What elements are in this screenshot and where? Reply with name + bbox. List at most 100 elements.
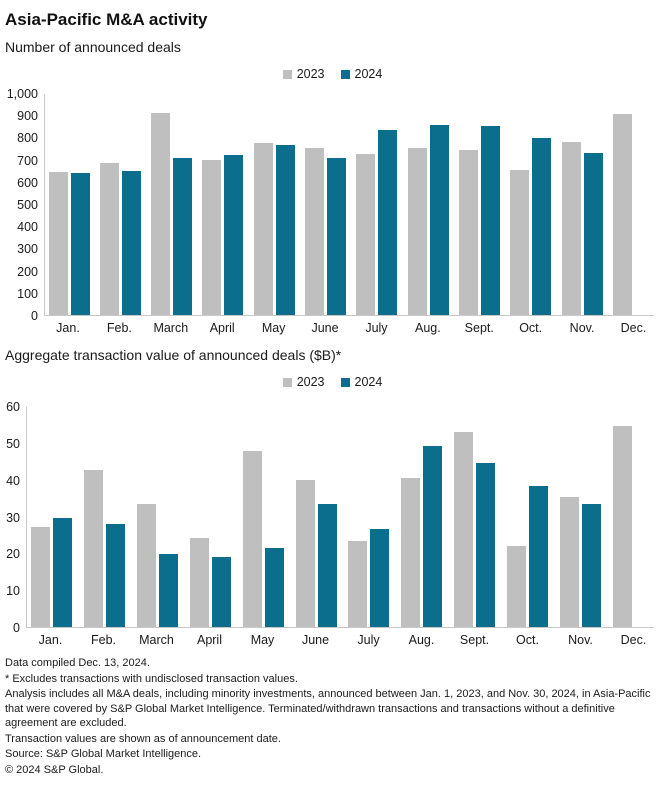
x-axis-label-jan: Jan. (56, 321, 80, 335)
bar-2024-oct (532, 138, 552, 316)
bar-group-march (151, 112, 193, 316)
bar-2024-march (158, 554, 178, 628)
bar-2024-feb (121, 170, 141, 316)
bar-2023-march (151, 112, 171, 316)
x-axis-label-june: June (301, 633, 330, 647)
bar-2024-july (370, 528, 390, 628)
deals-count-chart: 2023 2024 0 100 200 300 400 500 600 700 800 900 1,00… (5, 66, 660, 335)
bar-group-oct (507, 485, 549, 628)
x-axis-label-nov: Nov. (569, 321, 595, 335)
bar-2023-march (136, 503, 156, 628)
bar-2023-june (305, 148, 325, 316)
bar-2024-jan (53, 517, 72, 628)
y-axis-tick-label: 900 (17, 109, 38, 124)
bar-2023-oct (510, 169, 530, 316)
x-axis-labels: Jan. Feb. March April May June July Aug. Sept. Oc… (44, 321, 654, 335)
bar-2023-aug (407, 148, 427, 316)
x-axis-label-sept: Sept. (464, 321, 494, 335)
bar-2024-nov (582, 503, 602, 628)
bar-2024-jan (70, 172, 90, 316)
legend-swatch-2023 (282, 69, 292, 79)
bar-2023-april (189, 537, 209, 628)
x-axis-label-sept: Sept. (459, 633, 490, 647)
x-axis-label-march: March (139, 633, 174, 647)
bar-group-dec (612, 426, 654, 628)
legend: 2023 2024 (5, 66, 660, 82)
bar-2024-aug (429, 125, 449, 316)
bar-2024-april (224, 155, 244, 316)
chart2-title: Aggregate transaction value of announced… (5, 347, 342, 363)
bar-2024-sept (476, 463, 496, 628)
bar-group-july (356, 129, 398, 316)
legend-item-2023: 2023 (282, 375, 325, 389)
transaction-value-chart: 2023 2024 0 10 20 30 40 50 60 Jan. Feb. March April M… (5, 374, 660, 647)
bar-2023-aug (401, 477, 421, 628)
chart1-subtitle: Number of announced deals (5, 39, 181, 55)
bar-2024-aug (423, 446, 443, 628)
bar-group-may (253, 142, 295, 316)
bar-2023-sept (459, 149, 478, 316)
x-axis-label-may: May (250, 633, 275, 647)
y-axis-tick-label: 40 (6, 473, 20, 488)
x-axis-label-oct: Oct. (516, 633, 539, 647)
bar-group-feb (83, 470, 125, 628)
bar-group-june (305, 148, 347, 316)
x-axis-line (45, 315, 654, 316)
y-axis-tick-label: 50 (6, 436, 20, 451)
y-axis-tick-label: 500 (17, 198, 38, 212)
x-axis-label-feb: Feb. (106, 321, 132, 335)
bar-group-july (348, 528, 390, 628)
footnote-4: Transaction values are shown as of annou… (5, 732, 281, 745)
bar-2023-nov (560, 497, 580, 628)
bar-2024-oct (529, 485, 549, 628)
y-axis-tick-label: 60 (6, 400, 20, 414)
legend-swatch-2024 (340, 69, 350, 79)
legend-label-2023: 2023 (296, 375, 325, 389)
x-axis-label-dec: Dec. (620, 321, 647, 335)
y-axis-tick-label: 300 (17, 242, 38, 257)
x-axis-label-april: April (209, 321, 235, 335)
y-axis-tick-label: 1,000 (6, 87, 38, 101)
x-axis-label-june: June (311, 321, 339, 335)
bar-2023-feb (83, 470, 103, 628)
bar-2024-may (264, 548, 284, 628)
y-axis-tick-label: 700 (17, 153, 38, 168)
bar-group-oct (510, 138, 552, 316)
bar-group-nov (561, 141, 603, 316)
x-axis-label-aug: Aug. (408, 633, 435, 647)
bar-group-sept (454, 432, 496, 628)
bar-2023-dec (612, 426, 632, 628)
y-axis-tick-label: 800 (17, 131, 38, 146)
plot-area: 0 10 20 30 40 50 60 (6, 400, 654, 635)
bar-2023-dec (612, 114, 632, 316)
bar-2024-feb (105, 524, 125, 628)
bar-2023-feb (99, 162, 119, 316)
bar-2024-sept (481, 126, 500, 316)
bar-2023-june (295, 479, 315, 628)
bar-2024-july (378, 129, 398, 316)
bar-2023-jan (48, 171, 68, 316)
legend-item-2024: 2024 (340, 375, 382, 389)
y-axis-tick-label: 400 (17, 220, 38, 235)
bar-group-feb (99, 162, 141, 316)
x-axis-label-july: July (365, 321, 388, 335)
legend: 2023 2024 (5, 374, 660, 390)
x-axis-label-oct: Oct. (519, 321, 543, 335)
bar-group-april (202, 155, 244, 316)
x-axis-label-may: May (261, 321, 286, 335)
legend-swatch-2023 (282, 377, 292, 387)
bar-2023-jan (31, 526, 50, 628)
bars (27, 407, 654, 628)
footnote-6: © 2024 S&P Global. (5, 763, 104, 776)
bar-2023-july (356, 153, 376, 316)
x-axis-label-march: March (153, 321, 189, 335)
page-title: Asia-Pacific M&A activity (5, 10, 208, 29)
bar-group-nov (560, 497, 602, 628)
legend-label-2024: 2024 (354, 67, 383, 81)
x-axis-line (27, 627, 654, 628)
x-axis-labels: Jan. Feb. March April May June July Aug. Sept. Oc… (26, 633, 654, 647)
legend-swatch-2024 (340, 377, 350, 387)
bar-group-june (295, 479, 337, 628)
bar-group-aug (407, 125, 449, 316)
